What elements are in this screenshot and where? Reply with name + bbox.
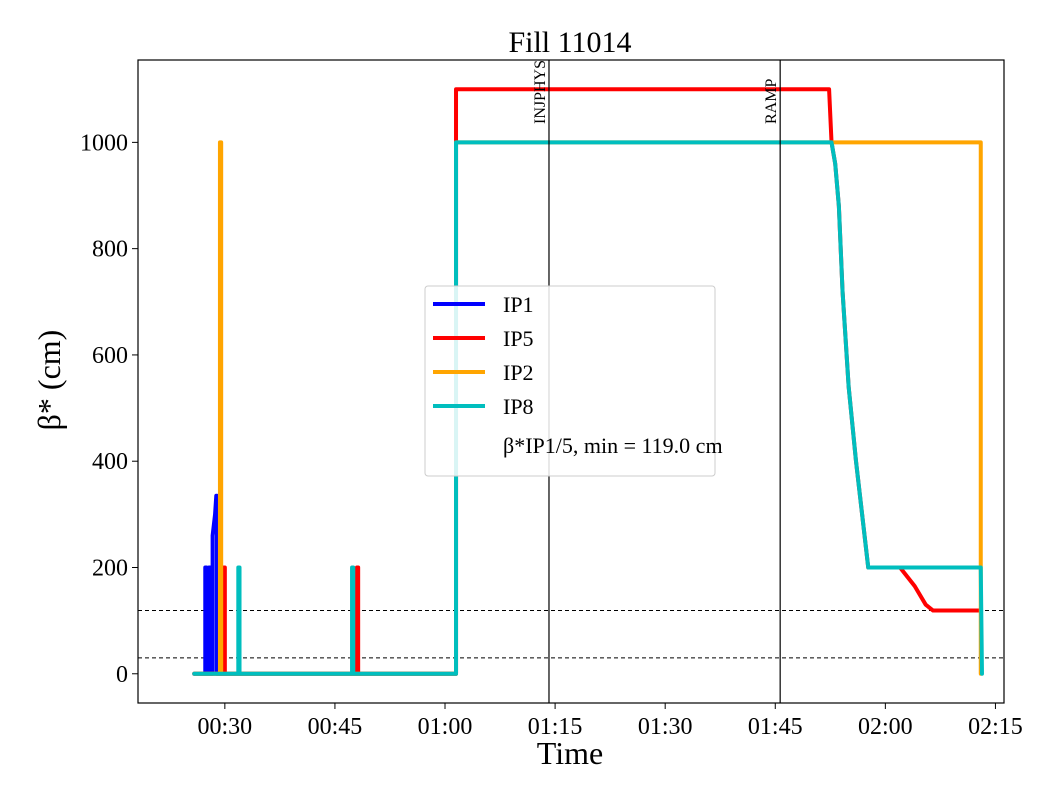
y-tick-label: 0: [116, 662, 128, 688]
legend-label-ip1: IP1: [503, 292, 534, 317]
y-axis-ticks: 0 200 400 600 800 1000: [80, 130, 138, 688]
series-line-ip1: [192, 140, 459, 676]
reference-hlines: [138, 610, 1004, 659]
x-tick-label: 00:30: [198, 714, 253, 740]
y-tick-label: 400: [92, 449, 128, 475]
x-tick-label: 01:30: [638, 714, 693, 740]
y-tick-label: 200: [92, 555, 128, 581]
y-axis-label: β* (cm): [31, 330, 67, 431]
x-tick-label: 01:15: [528, 714, 583, 740]
legend-box: [424, 285, 716, 477]
vline-label-ramp: RAMP: [763, 79, 780, 124]
x-axis-label: Time: [537, 735, 603, 771]
x-tick-label: 02:00: [858, 714, 913, 740]
y-tick-label: 800: [92, 237, 128, 263]
legend-label-ip5: IP5: [503, 326, 534, 351]
legend-label-ip2: IP2: [503, 360, 534, 385]
legend: IP1 IP5 IP2 IP8 β*IP1/5, min = 119.0 cm: [424, 285, 723, 477]
vline-label-injphys: INJPHYS: [532, 60, 549, 124]
chart-title: Fill 11014: [508, 26, 631, 59]
x-tick-label: 01:45: [748, 714, 803, 740]
x-tick-label: 01:00: [418, 714, 473, 740]
x-axis-ticks: 00:30 00:45 01:00 01:15 01:30 01:45 02:00 02:15: [198, 703, 1023, 740]
plot-area-frame: [137, 59, 1005, 704]
x-tick-label: 02:15: [968, 714, 1023, 740]
series-line-ip8: [192, 140, 984, 676]
y-tick-label: 600: [92, 343, 128, 369]
y-tick-label: 1000: [80, 130, 128, 156]
legend-label-ip8: IP8: [503, 394, 534, 419]
plot-series: [192, 87, 984, 676]
legend-min-beta-note: β*IP1/5, min = 119.0 cm: [503, 433, 723, 458]
x-tick-label: 00:45: [308, 714, 363, 740]
